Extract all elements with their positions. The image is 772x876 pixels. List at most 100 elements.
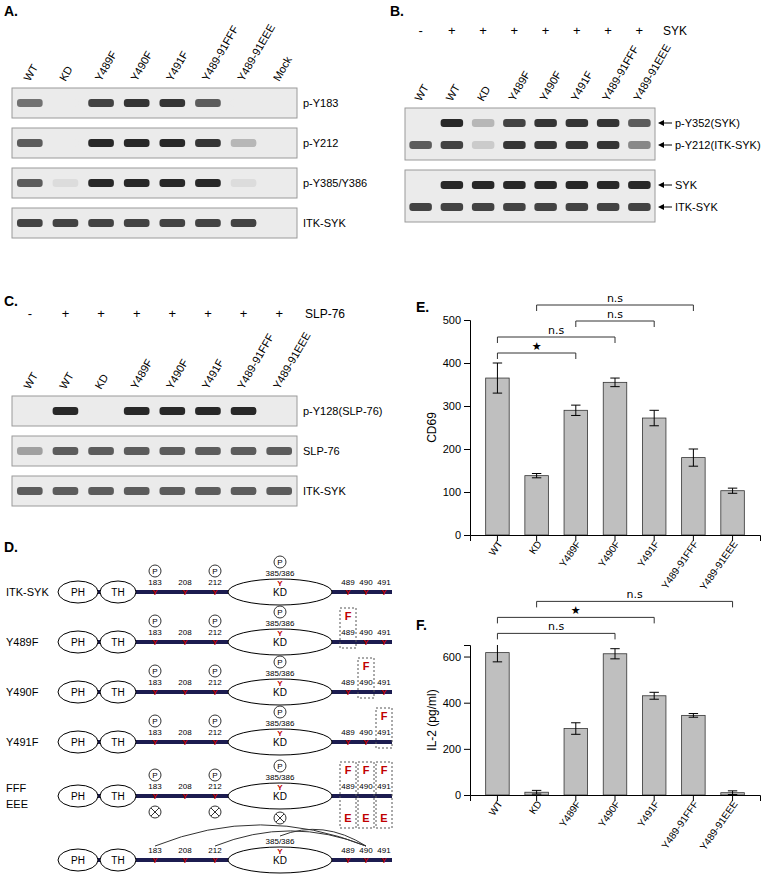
treatment-sign: + [479, 23, 487, 38]
band [566, 203, 589, 211]
blot-panel: A.WTKDY489FY490FY491FY489-91FFFY489-91EE… [4, 3, 367, 238]
arrow-head [658, 182, 664, 188]
band [534, 119, 557, 127]
site-number: 212 [208, 728, 222, 737]
domain [58, 631, 98, 653]
mutant-residue: F [363, 660, 370, 672]
site-residue: Y [212, 792, 218, 801]
mutant-residue: E [362, 812, 369, 824]
blot-membrane [405, 108, 655, 160]
mutation-box [376, 708, 392, 748]
domain-label: KD [273, 687, 287, 698]
tick-label: 0 [455, 789, 461, 801]
tick [464, 492, 470, 493]
domain-label: TH [111, 791, 124, 802]
tick-label: 300 [443, 400, 461, 412]
treatment-sign: + [240, 306, 248, 321]
significance-bracket [537, 601, 733, 607]
site-number: 490 [359, 678, 373, 687]
lane-label: Y491F [199, 357, 226, 391]
phospho-label: P [277, 708, 282, 717]
site-number: 489 [341, 628, 355, 637]
tick-group: Y489-91EEE [698, 535, 740, 592]
site-number: 490 [359, 628, 373, 637]
site-number: 208 [178, 846, 192, 855]
tick-label: Y489F [557, 539, 583, 569]
band [503, 181, 526, 189]
domain-label: KD [273, 791, 287, 802]
lane-label: Y489F [128, 357, 155, 391]
band [441, 119, 464, 127]
treatment-sign: + [169, 306, 177, 321]
lane-label: Y489-91EEE [631, 42, 673, 103]
panel-label: B. [390, 3, 404, 19]
band [597, 181, 620, 189]
band [159, 179, 185, 187]
tick-group: KD [527, 795, 544, 816]
error-bar [571, 723, 580, 735]
site-number: 489 [341, 782, 355, 791]
lane-label: KD [57, 64, 75, 83]
band [597, 141, 620, 149]
row-label: ITK-SYK [675, 201, 718, 213]
phospho-label: P [152, 667, 157, 676]
axis-title: CD69 [425, 412, 439, 443]
tick-label: KD [527, 799, 544, 817]
tick-group: 300 [443, 400, 470, 412]
y-axis: 0200400600 [443, 646, 471, 802]
error-bar [649, 410, 658, 425]
construct: Y489FPHTHKD183Y208Y212Y385/386Y489490Y49… [6, 606, 392, 655]
site-residue: Y [152, 792, 158, 801]
lane-label: Y489-91FFF [199, 23, 240, 83]
tick-label: 400 [443, 697, 461, 709]
blot-membrane [12, 396, 297, 426]
phospho-label: P [212, 567, 217, 576]
construct-label: Y491F [6, 736, 39, 748]
phospho-label: P [212, 771, 217, 780]
tick-label: WT [487, 799, 505, 818]
significance-bracket [497, 353, 575, 359]
construct: Y490FPHTHKD183Y208Y212Y385/386Y489Y49049… [6, 656, 392, 705]
band [17, 407, 43, 415]
site-residue: Y [152, 638, 158, 647]
site-number: 491 [377, 678, 391, 687]
site-residue: Y [363, 588, 369, 597]
error-bar [689, 449, 698, 466]
band [231, 487, 257, 495]
tick-group: Y490F [596, 535, 622, 569]
site-number: 385/386 [266, 719, 295, 728]
site-number: 208 [178, 782, 192, 791]
significance-label: n.s [607, 292, 623, 305]
band [441, 181, 464, 189]
error-bar [532, 474, 541, 478]
tick-label: 600 [443, 651, 461, 663]
phospho-circle [209, 665, 221, 677]
site-number: 385/386 [266, 619, 295, 628]
band [266, 179, 292, 187]
band [17, 219, 43, 227]
band [195, 139, 221, 147]
panel-label: E. [416, 299, 429, 315]
bar [525, 476, 549, 535]
lane-label: Y491F [164, 49, 191, 83]
bar [603, 382, 627, 535]
band [124, 139, 150, 147]
site-number: 385/386 [266, 669, 295, 678]
significance-label: n.s [548, 324, 564, 337]
domain-label: KD [273, 737, 287, 748]
bar-chart: E.0100200300400500WTKDY489FY490FY491FY48… [416, 292, 761, 592]
site-residue: Y [277, 729, 283, 738]
significance-bracket [497, 633, 615, 639]
site-residue: Y [363, 638, 369, 647]
row-label: p-Y212 [303, 137, 338, 149]
lane-label: Y491F [568, 69, 595, 103]
band [88, 139, 114, 147]
band [472, 141, 495, 149]
band [566, 141, 589, 149]
phospho-label: P [152, 617, 157, 626]
construct: PHTHKD183Y208Y212Y385/386Y489Y490Y491Y [58, 825, 392, 873]
band [503, 141, 526, 149]
tick-group: WT [487, 535, 505, 558]
site-number: 183 [148, 628, 162, 637]
lane-label: KD [474, 84, 492, 103]
